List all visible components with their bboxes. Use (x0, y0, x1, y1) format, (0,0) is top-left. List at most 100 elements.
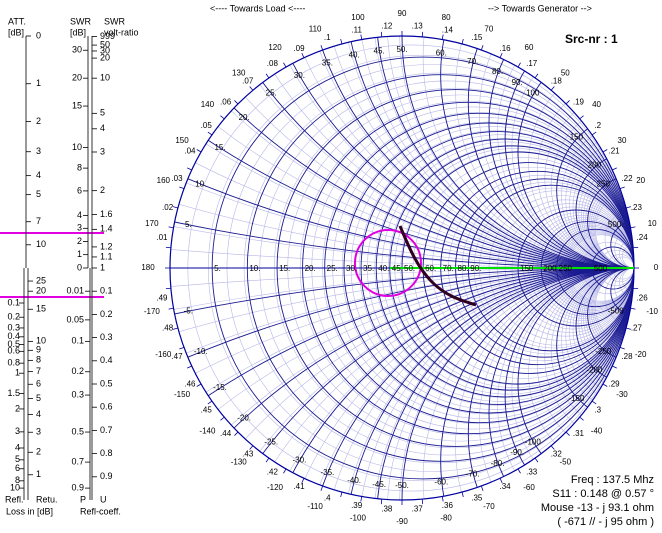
reactance-arc (504, 36, 634, 269)
rim-tick (441, 496, 444, 502)
readout: Freq : 137.5 Mhz (571, 474, 654, 486)
readout: Mouse -13 - j 93.1 ohm (541, 502, 654, 514)
trace (398, 225, 477, 307)
rim-tick (249, 86, 254, 91)
wavelength-label: .41 (293, 482, 305, 491)
angle-label: -70 (483, 502, 495, 511)
reactance-label: 15. (214, 143, 225, 152)
wavelength-label: .31 (573, 429, 585, 438)
reactance-label: 100 (526, 89, 540, 98)
angle-label: -120 (267, 483, 284, 492)
scale-label: 10 (36, 336, 46, 346)
scale-header: SWR (70, 16, 91, 26)
wavelength-label: .04 (184, 147, 196, 156)
rim-tick (550, 445, 555, 450)
scale-label: 8 (36, 355, 41, 365)
scale-label: 2 (36, 116, 41, 126)
wavelength-label: .45 (201, 405, 213, 414)
rim-tick (499, 478, 503, 483)
rim-tick (187, 167, 192, 171)
scale-label: 0.3 (71, 389, 84, 399)
reactance-label: 35. (322, 58, 333, 67)
rim-tick (630, 307, 636, 310)
footer-coeff: Refl-coeff. (80, 506, 121, 516)
wavelength-label: .16 (499, 44, 511, 53)
scale-label: 0.5 (7, 339, 20, 349)
scale-label: 2 (15, 403, 20, 413)
scale-header: U (100, 494, 107, 504)
rim-tick (234, 100, 239, 105)
scale-label: 10 (36, 239, 46, 249)
wavelength-label: .38 (381, 505, 393, 514)
angle-label: -60 (523, 483, 535, 492)
readout: S11 : 0.148 @ 0.57 ° (552, 488, 654, 500)
angle-label: -110 (307, 502, 323, 511)
wavelength-label: .22 (621, 174, 633, 183)
scale-label: 0.2 (7, 312, 20, 322)
wavelength-label: .43 (242, 450, 254, 459)
rim-tick (625, 206, 632, 209)
reactance-label: 150 (570, 132, 584, 141)
rim-tick (565, 431, 570, 436)
angle-label: 20 (636, 176, 645, 185)
wavelength-label: .42 (267, 467, 279, 476)
scale-label: 5 (100, 108, 105, 118)
reactance-label: -30. (293, 455, 307, 464)
scale-label: 7 (36, 216, 41, 226)
reactance-label: -45. (372, 480, 386, 489)
scale-label: 2 (100, 185, 105, 195)
rim-tick (340, 491, 343, 498)
fine-grid (593, 187, 634, 269)
scale-label: 5 (36, 189, 41, 199)
reactance-arc (440, 267, 634, 500)
angle-label: -40 (591, 426, 603, 435)
scale-label: 0 (77, 262, 82, 272)
angle-label: -90 (396, 517, 408, 526)
reactance-label: -150 (568, 394, 585, 403)
reactance-arc (488, 36, 634, 269)
scale-label: 0.1 (100, 286, 113, 296)
rim-tick (360, 496, 363, 502)
reactance-label: 40. (349, 50, 360, 59)
scale-label: 3 (77, 223, 82, 233)
angle-label: 160 (157, 176, 171, 185)
scale-label: 4 (36, 170, 41, 180)
angle-label: 150 (175, 136, 189, 145)
rim-tick (619, 186, 625, 190)
angle-label: 140 (201, 100, 215, 109)
rim-tick (612, 365, 617, 369)
reactance-arc (488, 267, 634, 500)
reactance-arc (575, 151, 634, 269)
wavelength-label: .32 (551, 450, 563, 459)
scale-label: 1.1 (100, 251, 113, 261)
scale-label: 4 (100, 123, 105, 133)
footer-loss: Loss in [dB] (6, 506, 53, 516)
rim-tick (249, 445, 254, 450)
reactance-label: 80. (492, 67, 503, 76)
wavelength-label: .09 (293, 44, 305, 53)
wavelength-label: .07 (242, 77, 254, 86)
rim-tick (480, 485, 484, 491)
scale-label: 1.4 (100, 224, 113, 234)
scale-label: 0.8 (7, 358, 20, 368)
wavelength-label: .24 (637, 233, 649, 242)
fine-grid (565, 131, 634, 269)
scale-header: [dB] (8, 27, 24, 37)
rim-tick (168, 307, 174, 310)
wavelength-label: .19 (573, 97, 585, 106)
scale-label: 50 (100, 39, 110, 49)
scale-label: 1.5 (7, 388, 20, 398)
resistance-label: 500 (594, 264, 608, 273)
scale-label: 0.2 (71, 366, 84, 376)
angle-label: 70 (484, 24, 493, 33)
reactance-label: 50. (396, 45, 407, 54)
scale-label: 0.3 (100, 332, 113, 342)
scale-label: 0.7 (71, 456, 84, 466)
scale-header: Retu. (36, 494, 58, 504)
resistance-label: 15. (279, 264, 290, 273)
reactance-label: -15. (213, 383, 227, 392)
rim-tick (179, 186, 185, 190)
rim-tick (534, 457, 539, 463)
reactance-arc (575, 267, 634, 385)
angle-label: -10 (646, 307, 658, 316)
